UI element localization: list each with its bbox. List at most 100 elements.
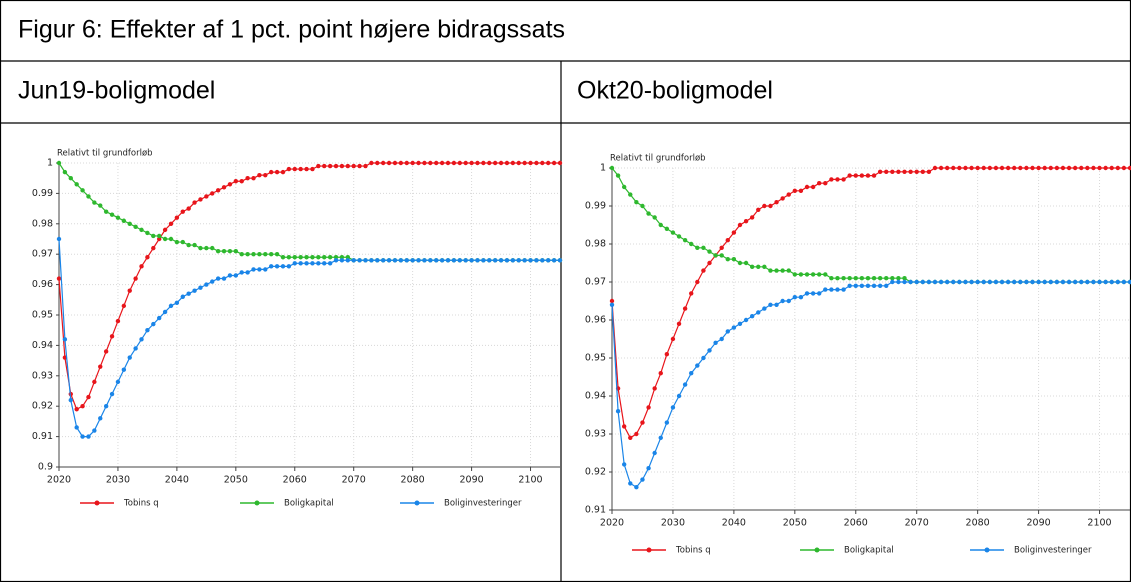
data-point <box>404 160 409 166</box>
data-point <box>257 172 262 178</box>
data-point <box>322 163 327 169</box>
data-point <box>786 192 791 197</box>
data-point <box>316 261 321 266</box>
data-point <box>516 258 521 263</box>
data-point <box>847 276 852 281</box>
data-point <box>890 276 895 281</box>
data-point <box>109 334 115 339</box>
data-point <box>920 169 925 174</box>
data-point <box>774 268 779 273</box>
legend-swatch-dot <box>94 500 100 506</box>
data-point <box>670 405 676 410</box>
data-point <box>316 255 321 260</box>
data-point <box>274 264 280 269</box>
data-point <box>280 264 286 269</box>
data-point <box>847 173 852 178</box>
series-line <box>611 167 1130 439</box>
data-point <box>145 255 150 260</box>
y-tick-label: 0.97 <box>32 249 53 260</box>
data-point <box>859 283 865 288</box>
data-point <box>890 169 895 174</box>
data-point <box>658 222 663 228</box>
data-point <box>121 367 127 372</box>
x-tick-label: 2090 <box>1026 518 1050 529</box>
data-point <box>768 302 773 307</box>
data-point <box>457 258 462 263</box>
data-point <box>233 273 239 278</box>
data-point <box>1012 279 1017 285</box>
series-line <box>58 162 560 261</box>
data-point <box>823 181 828 186</box>
data-point <box>333 255 339 260</box>
data-point <box>963 279 968 285</box>
data-point <box>664 420 670 425</box>
data-point <box>877 169 883 174</box>
data-point <box>1060 279 1066 285</box>
data-point <box>877 283 883 288</box>
data-point <box>798 295 804 300</box>
data-point <box>192 200 197 205</box>
data-point <box>1005 165 1011 171</box>
data-point <box>239 270 244 275</box>
data-point <box>652 215 657 220</box>
data-point <box>198 197 203 202</box>
data-point <box>701 245 706 250</box>
data-point <box>392 160 398 166</box>
data-point <box>551 160 557 166</box>
data-point <box>890 279 895 285</box>
data-point <box>1012 165 1017 171</box>
data-point <box>257 267 262 272</box>
data-point <box>475 258 480 263</box>
data-point <box>768 203 773 209</box>
data-point <box>1097 165 1102 171</box>
data-point <box>944 165 950 171</box>
data-point <box>434 258 439 263</box>
data-point <box>109 212 115 217</box>
data-point <box>80 188 85 193</box>
data-point <box>268 169 274 175</box>
data-point <box>204 282 209 287</box>
data-point <box>841 276 846 281</box>
data-point <box>180 294 185 299</box>
data-point <box>646 405 651 410</box>
data-point <box>1005 279 1011 285</box>
data-point <box>68 176 73 181</box>
data-point <box>902 169 907 174</box>
data-point <box>139 337 144 342</box>
y-tick-label: 0.91 <box>32 431 53 442</box>
data-point <box>210 191 215 196</box>
data-point <box>999 165 1005 171</box>
series-line <box>58 162 560 411</box>
data-point <box>1079 165 1084 171</box>
data-point <box>422 258 427 263</box>
data-point <box>463 258 468 263</box>
data-point <box>762 203 767 209</box>
data-point <box>835 287 840 292</box>
data-point <box>298 261 303 266</box>
data-point <box>756 207 761 212</box>
data-point <box>993 165 999 171</box>
data-point <box>304 255 309 260</box>
data-point <box>914 279 919 285</box>
data-point <box>938 165 944 171</box>
data-point <box>316 163 321 169</box>
data-point <box>357 258 362 263</box>
data-point <box>786 268 791 273</box>
data-point <box>689 241 694 247</box>
data-point <box>737 321 743 326</box>
data-point <box>628 481 633 486</box>
data-point <box>817 291 822 296</box>
data-point <box>993 279 999 285</box>
data-point <box>534 258 539 263</box>
x-tick-label: 2040 <box>165 475 189 486</box>
data-point <box>322 261 327 266</box>
x-tick-label: 2030 <box>661 518 685 529</box>
data-point <box>333 258 339 263</box>
data-point <box>221 276 227 281</box>
data-point <box>528 258 533 263</box>
data-point <box>884 283 889 288</box>
x-tick-label: 2090 <box>459 475 483 486</box>
data-point <box>516 160 521 166</box>
data-point <box>1054 279 1060 285</box>
y-tick-label: 0.92 <box>32 401 53 412</box>
